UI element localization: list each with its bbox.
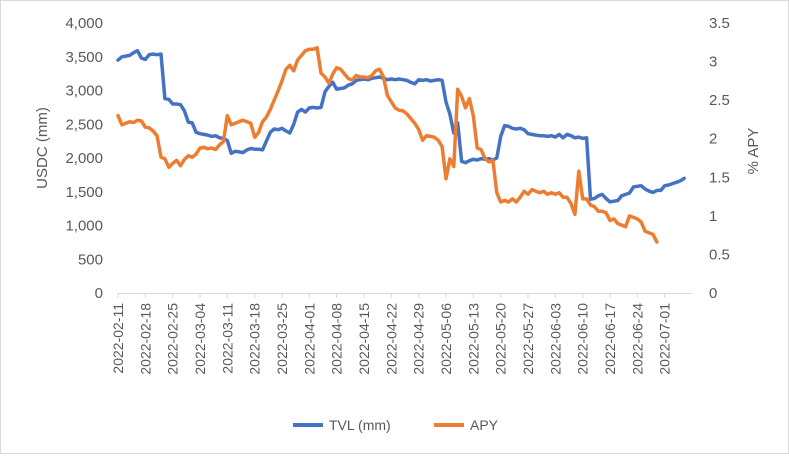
y2-tick-label: 2 (709, 131, 717, 148)
x-tick-label: 2022-05-20 (493, 303, 509, 375)
x-tick-label: 2022-02-25 (165, 303, 181, 375)
legend-label-apy: APY (470, 417, 499, 433)
series-line-apy (116, 45, 659, 244)
x-tick-label: 2022-05-27 (520, 303, 536, 375)
x-tick-label: 2022-05-06 (438, 303, 454, 375)
y-tick-label: 0 (95, 285, 103, 302)
y-tick-label: 500 (78, 251, 103, 268)
series-lines (116, 45, 686, 244)
y-tick-label: 2,500 (65, 116, 103, 133)
y2-tick-label: 3 (709, 54, 717, 71)
x-tick-label: 2022-03-25 (274, 303, 290, 375)
y-tick-label: 3,500 (65, 49, 103, 66)
x-tick-label: 2022-03-04 (192, 303, 208, 375)
x-tick-label: 2022-02-11 (110, 303, 126, 374)
x-tick-label: 2022-04-15 (356, 303, 372, 375)
x-tick-label: 2022-05-13 (465, 303, 481, 375)
y2-tick-label: 2.5 (709, 92, 730, 109)
y-axis-left-ticks: 0 500 1,000 1,500 2,000 2,500 3,000 3,500 4,000 (65, 15, 103, 302)
y2-tick-label: 0 (709, 285, 717, 302)
x-tick-label: 2022-04-01 (301, 303, 317, 375)
y2-tick-label: 3.5 (709, 15, 730, 32)
legend: TVL (mm) APY (293, 417, 499, 433)
y-axis-right-ticks: 0 0.5 1 1.5 2 2.5 3 3.5 (709, 15, 730, 302)
legend-label-tvl: TVL (mm) (329, 417, 391, 433)
x-tick-label: 2022-04-08 (329, 303, 345, 375)
x-tick-label: 2022-06-24 (629, 303, 645, 375)
x-tick-label: 2022-06-17 (602, 303, 618, 375)
x-tick-label: 2022-07-01 (657, 303, 673, 375)
x-axis-ticks: 2022-02-11 2022-02-18 2022-02-25 2022-03-04… (110, 293, 673, 375)
x-tick-label: 2022-03-18 (247, 303, 263, 375)
y-tick-label: 4,000 (65, 15, 103, 32)
x-tick-label: 2022-02-18 (137, 303, 153, 375)
y-tick-label: 1,000 (65, 218, 103, 235)
x-tick-label: 2022-04-22 (383, 303, 399, 375)
y-tick-label: 3,000 (65, 83, 103, 100)
y2-tick-label: 1 (709, 208, 717, 225)
x-tick-label: 2022-03-11 (219, 303, 235, 374)
y-axis-right-title: % APY (745, 128, 762, 175)
x-tick-label: 2022-06-10 (575, 303, 591, 375)
x-tick-label: 2022-06-03 (547, 303, 563, 375)
series-line-tvl (116, 48, 686, 204)
y-tick-label: 1,500 (65, 184, 103, 201)
y2-tick-label: 0.5 (709, 246, 730, 263)
y2-tick-label: 1.5 (709, 169, 730, 186)
y-axis-left-title: USDC (mm) (34, 107, 51, 189)
y-tick-label: 2,000 (65, 150, 103, 167)
x-tick-label: 2022-04-29 (411, 303, 427, 375)
